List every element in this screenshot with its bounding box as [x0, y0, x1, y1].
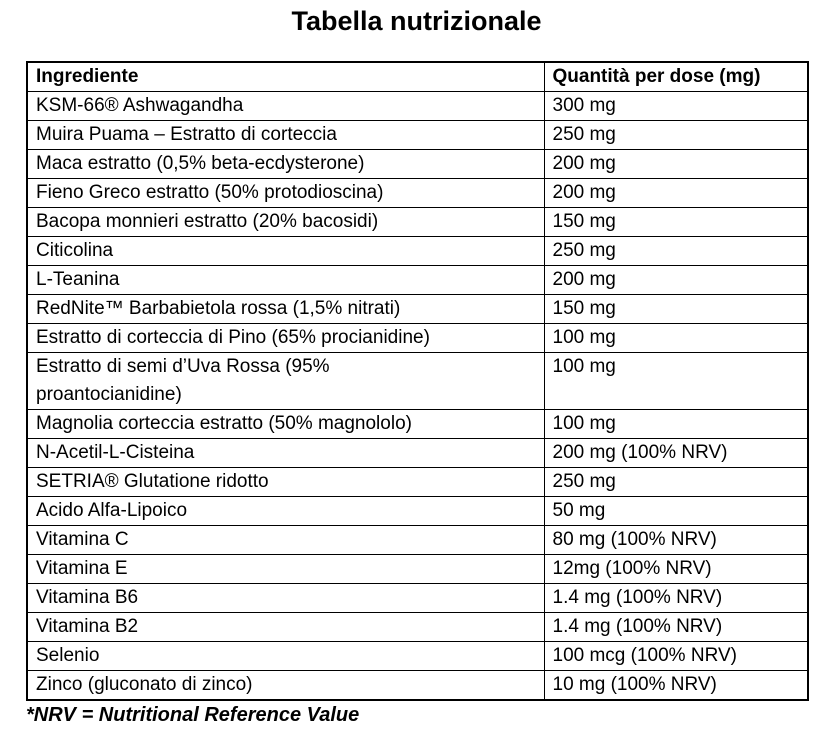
quantity-cell: 200 mg (100% NRV)	[543, 438, 809, 468]
ingredient-cell: Fieno Greco estratto (50% protodioscina)	[26, 178, 545, 208]
ingredient-cell: Vitamina C	[26, 525, 545, 555]
table-row: Vitamina B6 1.4 mg (100% NRV)	[26, 583, 809, 613]
page-title: Tabella nutrizionale	[291, 6, 542, 36]
ingredient-cell: Vitamina E	[26, 554, 545, 584]
quantity-cell: 200 mg	[543, 265, 809, 295]
table-row: Acido Alfa-Lipoico 50 mg	[26, 496, 809, 526]
ingredient-cell: SETRIA® Glutatione ridotto	[26, 467, 545, 497]
table-row: Zinco (gluconato di zinco) 10 mg (100% NR…	[26, 670, 809, 701]
quantity-cell: 100 mg	[543, 409, 809, 439]
quantity-cell: 50 mg	[543, 496, 809, 526]
ingredient-cell: Magnolia corteccia estratto (50% magnolo…	[26, 409, 545, 439]
nutrition-table: Ingrediente Quantità per dose (mg) KSM-6…	[26, 61, 809, 701]
ingredient-cell: L-Teanina	[26, 265, 545, 295]
quantity-cell: 250 mg	[543, 120, 809, 150]
ingredient-cell: Acido Alfa-Lipoico	[26, 496, 545, 526]
table-row: Maca estratto (0,5% beta-ecdysterone) 200…	[26, 149, 809, 179]
nrv-footnote: *NRV = Nutritional Reference Value	[26, 704, 360, 726]
table-row: RedNite™ Barbabietola rossa (1,5% nitrat…	[26, 294, 809, 324]
ingredient-cell: Estratto di semi d’Uva Rossa (95% proant…	[26, 352, 545, 410]
ingredient-cell: Maca estratto (0,5% beta-ecdysterone)	[26, 149, 545, 179]
quantity-cell: 200 mg	[543, 178, 809, 208]
table-row: Fieno Greco estratto (50% protodioscina)…	[26, 178, 809, 208]
table-row: Vitamina B2 1.4 mg (100% NRV)	[26, 612, 809, 642]
table-row: L-Teanina 200 mg	[26, 265, 809, 295]
quantity-cell: 100 mg	[543, 323, 809, 353]
ingredient-cell: N-Acetil-L-Cisteina	[26, 438, 545, 468]
ingredient-cell: Selenio	[26, 641, 545, 671]
table-row: Estratto di semi d’Uva Rossa (95% proant…	[26, 352, 809, 410]
table-row: N-Acetil-L-Cisteina 200 mg (100% NRV)	[26, 438, 809, 468]
table-row: Estratto di corteccia di Pino (65% proci…	[26, 323, 809, 353]
ingredient-cell: RedNite™ Barbabietola rossa (1,5% nitrat…	[26, 294, 545, 324]
ingredient-cell: Vitamina B2	[26, 612, 545, 642]
quantity-cell: 10 mg (100% NRV)	[543, 670, 809, 701]
ingredient-cell: Citicolina	[26, 236, 545, 266]
table-row: Muira Puama – Estratto di corteccia 250 m…	[26, 120, 809, 150]
quantity-cell: 100 mg	[543, 352, 809, 410]
quantity-cell: 80 mg (100% NRV)	[543, 525, 809, 555]
quantity-cell: 12mg (100% NRV)	[543, 554, 809, 584]
table-row: Selenio 100 mcg (100% NRV)	[26, 641, 809, 671]
ingredient-cell: Muira Puama – Estratto di corteccia	[26, 120, 545, 150]
table-row: SETRIA® Glutatione ridotto 250 mg	[26, 467, 809, 497]
quantity-cell: 1.4 mg (100% NRV)	[543, 612, 809, 642]
ingredient-cell: Estratto di corteccia di Pino (65% proci…	[26, 323, 545, 353]
quantity-cell: 1.4 mg (100% NRV)	[543, 583, 809, 613]
table-row: Bacopa monnieri estratto (20% bacosidi) 1…	[26, 207, 809, 237]
table-row: Citicolina 250 mg	[26, 236, 809, 266]
ingredient-cell: Zinco (gluconato di zinco)	[26, 670, 545, 701]
quantity-cell: 150 mg	[543, 294, 809, 324]
table-row: Magnolia corteccia estratto (50% magnolo…	[26, 409, 809, 439]
ingredient-cell: Bacopa monnieri estratto (20% bacosidi)	[26, 207, 545, 237]
quantity-cell: 200 mg	[543, 149, 809, 179]
ingredient-cell: KSM-66® Ashwagandha	[26, 91, 545, 121]
header-quantity-per-dose: Quantità per dose (mg)	[543, 61, 809, 92]
table-header-row: Ingrediente Quantità per dose (mg)	[26, 61, 809, 92]
quantity-cell: 100 mcg (100% NRV)	[543, 641, 809, 671]
header-ingredient: Ingrediente	[26, 61, 545, 92]
quantity-cell: 150 mg	[543, 207, 809, 237]
table-row: KSM-66® Ashwagandha 300 mg	[26, 91, 809, 121]
ingredient-cell: Vitamina B6	[26, 583, 545, 613]
quantity-cell: 250 mg	[543, 467, 809, 497]
quantity-cell: 250 mg	[543, 236, 809, 266]
quantity-cell: 300 mg	[543, 91, 809, 121]
table-body: KSM-66® Ashwagandha 300 mg Muira Puama – E…	[26, 91, 809, 701]
table-row: Vitamina C 80 mg (100% NRV)	[26, 525, 809, 555]
table-row: Vitamina E 12mg (100% NRV)	[26, 554, 809, 584]
